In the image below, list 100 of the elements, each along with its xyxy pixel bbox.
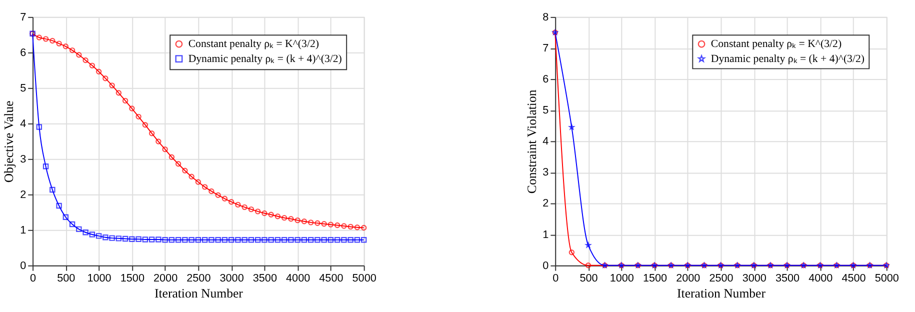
y-tick-label: 6 <box>20 46 26 59</box>
y-axis-title: Objective Value <box>2 100 16 183</box>
point <box>254 208 261 214</box>
point <box>348 236 354 243</box>
y-tick-label: 7 <box>20 11 26 24</box>
point <box>235 202 241 208</box>
point <box>585 262 592 268</box>
x-tick-label: 3000 <box>220 272 244 285</box>
x-tick-label: 0 <box>552 272 559 285</box>
point <box>82 57 88 64</box>
point <box>334 222 340 228</box>
point <box>168 154 175 160</box>
point <box>109 235 115 241</box>
x-tick-label: 1500 <box>642 272 668 285</box>
legend-label: Constant penalty ρₖ = K^(3/2) <box>188 38 320 50</box>
point <box>156 236 162 242</box>
y-tick-label: 8 <box>542 11 549 24</box>
point <box>228 199 234 205</box>
point <box>288 216 294 222</box>
y-tick-label: 0 <box>542 260 549 272</box>
point <box>175 161 182 167</box>
point <box>136 114 142 120</box>
x-axis-title: Iteration Number <box>154 286 244 300</box>
point <box>301 218 308 224</box>
x-tick-label: 4000 <box>808 272 833 285</box>
point <box>188 174 194 180</box>
point <box>341 236 347 243</box>
point <box>102 75 108 82</box>
y-tick-label: 4 <box>20 118 26 130</box>
point <box>129 236 135 242</box>
point <box>348 224 354 230</box>
point <box>56 40 62 46</box>
point <box>341 223 347 229</box>
point <box>162 236 168 243</box>
point <box>50 186 56 193</box>
point <box>116 90 122 96</box>
y-axis-title: Constraint Violation <box>524 89 539 194</box>
x-tick-label: 1000 <box>610 272 634 285</box>
x-tick-label: 2500 <box>186 272 211 285</box>
point <box>156 138 162 144</box>
point <box>248 206 254 212</box>
x-tick-label: 2500 <box>709 272 734 285</box>
point <box>69 47 76 54</box>
point <box>321 236 327 243</box>
point <box>182 168 188 174</box>
point <box>360 236 367 243</box>
point <box>109 82 115 88</box>
point <box>96 233 102 239</box>
point <box>274 214 281 220</box>
point <box>328 222 334 228</box>
y-tick-label: 5 <box>20 82 26 94</box>
point <box>222 236 228 243</box>
x-tick-label: 5000 <box>352 272 376 285</box>
point <box>215 236 221 243</box>
point <box>129 106 135 112</box>
x-tick-label: 4500 <box>842 272 866 285</box>
point <box>202 236 208 243</box>
point <box>50 38 56 44</box>
point <box>148 130 155 136</box>
point <box>281 236 288 243</box>
x-tick-label: 3500 <box>775 272 800 285</box>
x-tick-label: 1000 <box>87 272 112 285</box>
x-tick-label: 500 <box>57 272 76 285</box>
x-tick-label: 2000 <box>676 272 700 285</box>
point <box>268 212 274 218</box>
point <box>354 236 360 243</box>
point <box>116 236 122 242</box>
point <box>242 236 248 243</box>
point <box>136 236 142 242</box>
point <box>175 236 182 243</box>
y-tick-label: 3 <box>20 153 26 166</box>
point <box>235 236 241 243</box>
point <box>274 236 281 243</box>
point <box>288 236 294 243</box>
y-tick-label: 4 <box>542 136 549 148</box>
point <box>228 236 234 243</box>
point <box>248 236 254 243</box>
x-tick-label: 500 <box>580 272 598 285</box>
point <box>122 236 128 242</box>
point <box>321 221 327 227</box>
y-tick-label: 2 <box>20 188 26 201</box>
y-tick-label: 3 <box>542 166 549 179</box>
point <box>142 236 148 242</box>
legend-label: Constant penalty ρₖ = K^(3/2) <box>710 38 842 50</box>
point <box>314 220 320 226</box>
point <box>208 188 214 194</box>
point <box>294 217 300 224</box>
point <box>36 124 42 130</box>
y-tick-label: 6 <box>542 73 549 86</box>
x-tick-label: 5000 <box>874 272 899 285</box>
point <box>222 196 228 202</box>
point <box>76 226 82 232</box>
point <box>36 34 42 40</box>
y-tick-label: 1 <box>542 228 549 241</box>
x-tick-label: 4000 <box>286 272 310 285</box>
point <box>281 214 288 221</box>
point <box>334 236 340 243</box>
point <box>62 44 69 50</box>
point <box>254 236 261 243</box>
point <box>328 236 334 243</box>
